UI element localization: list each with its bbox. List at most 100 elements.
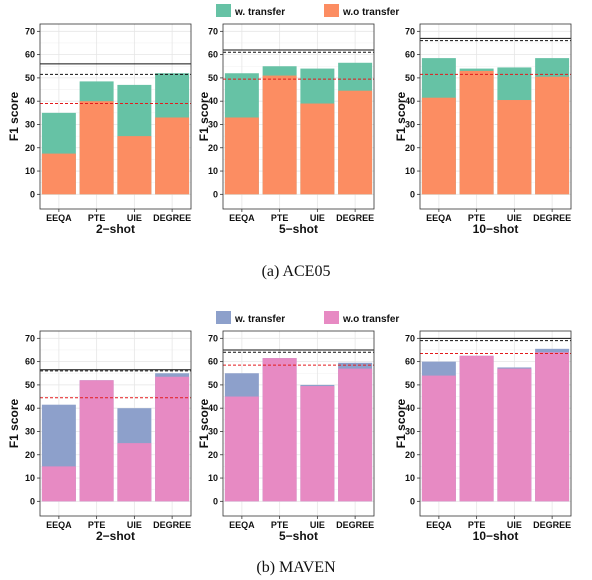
panel-1: 0 10 20 30 40 50 60 70 EEQA PTE UIE DEGREE 5−shot F1 …	[197, 23, 375, 236]
y-tick-label: 40	[25, 96, 35, 106]
y-tick-label: 70	[405, 26, 415, 36]
x-tick-label: DEGREE	[533, 520, 571, 530]
y-tick-label: 10	[208, 473, 218, 483]
y-tick-label: 20	[405, 143, 415, 153]
y-tick-label: 10	[25, 166, 35, 176]
bar-without-transfer	[421, 97, 456, 195]
x-tick-label: EEQA	[46, 213, 72, 223]
y-tick-label: 60	[405, 50, 415, 60]
bar-without-transfer	[338, 368, 373, 502]
legend-swatch-with-transfer	[216, 311, 231, 324]
x-tick-label: DEGREE	[336, 213, 374, 223]
bar-without-transfer	[117, 443, 152, 502]
panel-border	[39, 330, 192, 517]
x-axis-title: 2−shot	[96, 222, 135, 236]
panel-2: 0 10 20 30 40 50 60 70 EEQA PTE UIE DEGREE 10−shot F1…	[394, 23, 572, 236]
y-tick-label: 50	[208, 380, 218, 390]
bar-without-transfer	[155, 117, 190, 195]
y-tick-label: 10	[405, 473, 415, 483]
y-tick-label: 0	[410, 189, 415, 199]
bar-without-transfer	[497, 100, 532, 195]
y-axis-title: F1 score	[7, 91, 21, 141]
y-tick-label: 20	[25, 143, 35, 153]
bar-without-transfer	[117, 136, 152, 195]
legend-label-with-transfer: w. transfer	[234, 314, 285, 325]
y-tick-label: 40	[405, 96, 415, 106]
legend-swatch-without-transfer	[324, 4, 339, 17]
y-tick-label: 30	[25, 426, 35, 436]
bar-without-transfer	[300, 386, 335, 502]
legend-maven: w. transfer w.o transfer	[216, 311, 399, 325]
panel-border	[222, 330, 375, 517]
y-tick-label: 70	[25, 333, 35, 343]
y-tick-label: 50	[405, 380, 415, 390]
bar-without-transfer	[224, 396, 259, 502]
y-tick-label: 20	[208, 450, 218, 460]
bar-without-transfer	[535, 76, 570, 195]
y-tick-label: 0	[213, 496, 218, 506]
y-tick-label: 50	[25, 73, 35, 83]
x-tick-label: PTE	[88, 213, 106, 223]
bar-without-transfer	[41, 466, 76, 502]
y-tick-label: 60	[405, 357, 415, 367]
bar-without-transfer	[79, 101, 114, 195]
x-tick-label: DEGREE	[336, 520, 374, 530]
bar-without-transfer	[262, 358, 297, 502]
x-tick-label: DEGREE	[153, 213, 191, 223]
panel-0: 0 10 20 30 40 50 60 70 EEQA PTE UIE DEGREE 2−shot F1 …	[7, 23, 192, 236]
x-tick-label: UIE	[507, 520, 522, 530]
y-tick-label: 10	[405, 166, 415, 176]
bar-without-transfer	[421, 375, 456, 502]
bar-without-transfer	[497, 368, 532, 502]
x-axis-title: 5−shot	[279, 529, 318, 543]
y-tick-label: 10	[25, 473, 35, 483]
y-tick-label: 30	[25, 119, 35, 129]
bar-without-transfer	[262, 75, 297, 195]
bar-without-transfer	[41, 153, 76, 195]
x-tick-label: DEGREE	[533, 213, 571, 223]
bar-without-transfer	[459, 70, 494, 195]
y-tick-label: 70	[208, 333, 218, 343]
caption-maven: (b) MAVEN	[256, 559, 336, 576]
panel-4: 0 10 20 30 40 50 60 70 EEQA PTE UIE DEGREE 5−shot F1 …	[197, 330, 375, 543]
x-axis-title: 10−shot	[473, 222, 519, 236]
y-axis-title: F1 score	[197, 398, 211, 448]
x-tick-label: DEGREE	[153, 520, 191, 530]
bar-without-transfer	[79, 380, 114, 502]
y-tick-label: 40	[405, 403, 415, 413]
chart-panels: 0 10 20 30 40 50 60 70 EEQA PTE UIE DEGREE 2−shot F1 …	[7, 23, 572, 543]
x-tick-label: UIE	[127, 520, 142, 530]
panel-border	[39, 23, 192, 210]
legend-label-without-transfer: w.o transfer	[342, 7, 399, 18]
x-axis-title: 5−shot	[279, 222, 318, 236]
y-axis-title: F1 score	[197, 91, 211, 141]
panel-3: 0 10 20 30 40 50 60 70 EEQA PTE UIE DEGREE 2−shot F1 …	[7, 330, 192, 543]
y-tick-label: 50	[25, 380, 35, 390]
x-tick-label: PTE	[88, 520, 106, 530]
panel-border	[419, 23, 572, 210]
y-tick-label: 70	[405, 333, 415, 343]
legend-label-with-transfer: w. transfer	[234, 7, 285, 18]
y-tick-label: 60	[208, 50, 218, 60]
y-tick-label: 0	[410, 496, 415, 506]
legend-swatch-without-transfer	[324, 311, 339, 324]
x-tick-label: PTE	[271, 520, 289, 530]
y-tick-label: 0	[213, 189, 218, 199]
y-tick-label: 50	[208, 73, 218, 83]
y-tick-label: 60	[25, 357, 35, 367]
x-tick-label: EEQA	[426, 213, 452, 223]
y-tick-label: 30	[208, 119, 218, 129]
y-tick-label: 40	[208, 96, 218, 106]
y-tick-label: 20	[25, 450, 35, 460]
y-tick-label: 40	[208, 403, 218, 413]
panel-border	[419, 330, 572, 517]
y-tick-label: 40	[25, 403, 35, 413]
bar-without-transfer	[459, 355, 494, 502]
x-tick-label: PTE	[271, 213, 289, 223]
x-tick-label: UIE	[127, 213, 142, 223]
bar-without-transfer	[338, 90, 373, 195]
x-tick-label: UIE	[310, 520, 325, 530]
y-tick-label: 60	[25, 50, 35, 60]
x-tick-label: EEQA	[46, 520, 72, 530]
y-tick-label: 50	[405, 73, 415, 83]
